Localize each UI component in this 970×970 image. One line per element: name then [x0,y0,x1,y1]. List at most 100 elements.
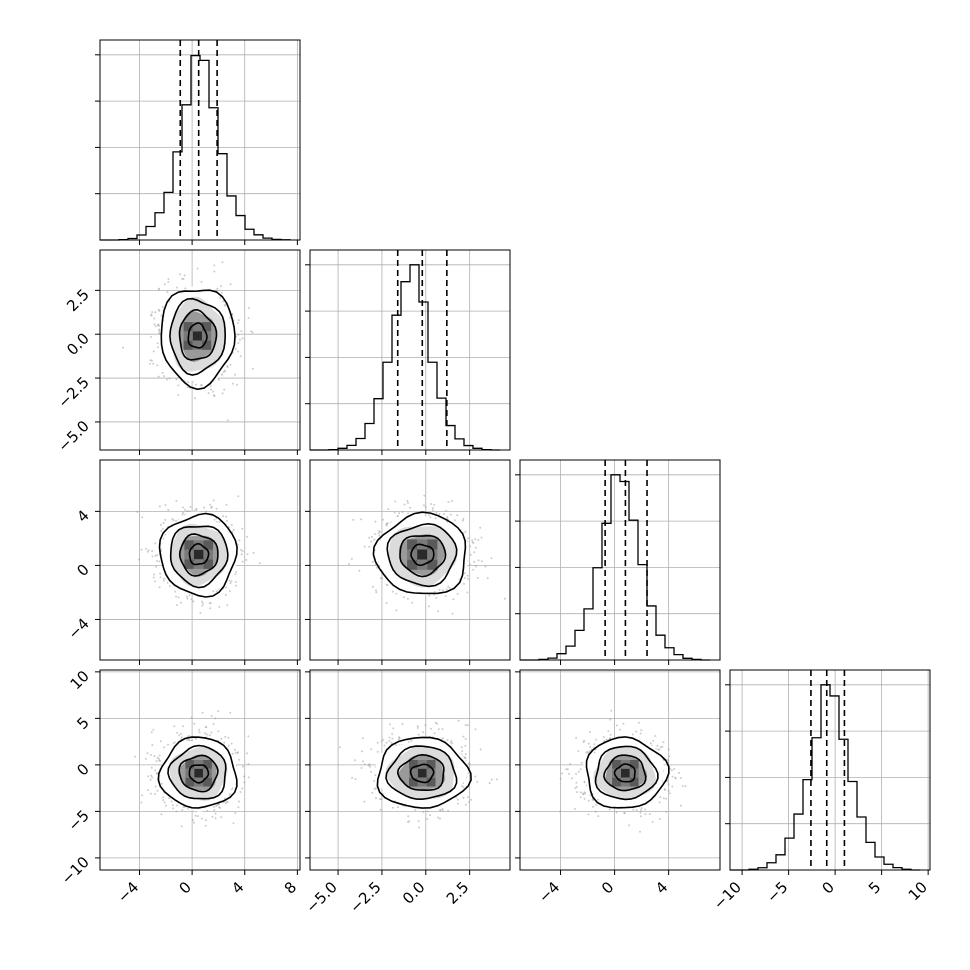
scatter-point [441,589,444,592]
x-tick-label: −4 [535,878,563,906]
contour-1 [399,534,447,578]
scatter-point [247,776,250,779]
panel-frame [729,669,931,871]
scatter-point [237,495,240,498]
scatter-point [193,509,196,512]
scatter-point [177,384,180,387]
scatter-point [371,585,374,588]
scatter-point [176,731,179,734]
scatter-point [216,287,219,290]
scatter-point [160,529,163,532]
scatter-point [175,378,178,381]
scatter-point [217,710,220,713]
scatter-point [172,519,175,522]
scatter-point [469,563,471,566]
scatter-point [472,542,475,544]
scatter-point [462,786,465,789]
scatter-point [615,724,618,727]
scatter-point [158,754,161,757]
scatter-point [398,736,401,739]
scatter-point [559,810,561,813]
scatter-point [370,535,373,538]
contour-1 [178,533,219,577]
scatter-point [246,535,249,538]
scatter-point [429,814,431,817]
scatter-point [239,791,242,793]
scatter-point [212,499,215,502]
scatter-point [159,523,162,526]
scatter-point [200,600,203,603]
scatter-point [495,778,498,781]
scatter-point [466,591,469,594]
scatter-point [212,590,215,593]
scatter-point [195,508,198,511]
scatter-point [380,740,383,743]
scatter-point [437,610,439,613]
scatter-point [209,607,212,610]
scatter-point [202,602,204,605]
scatter-point [193,722,196,725]
scatter-point [447,809,450,812]
scatter-point [575,785,578,788]
scatter-point [236,322,239,324]
scatter-point [200,281,203,283]
scatter-point [569,763,572,765]
scatter-point [198,731,201,734]
scatter-point [592,805,595,808]
scatter-point [671,785,674,788]
scatter-point [439,817,441,820]
contour-3 [376,736,472,809]
scatter-point [456,798,459,801]
x-tick-label: −5.0 [302,878,340,916]
scatter-point [446,515,449,518]
scatter-point [385,741,388,744]
density-cell [427,539,438,550]
scatter-point [427,605,430,608]
contour-3 [157,736,238,809]
y-tick-label: 4 [73,506,92,525]
scatter-point [194,814,197,817]
panel-frame [309,669,511,871]
scatter-point [395,592,398,595]
scatter-point [583,797,586,800]
scatter-point [363,763,366,766]
scatter-point [679,777,682,780]
contour-3 [160,289,236,391]
scatter-point [574,787,577,790]
x-tick-label: 4 [652,878,671,897]
scatter-point [203,506,205,509]
scatter-point [474,538,477,541]
scatter-point [490,557,493,560]
scatter-point [234,812,237,814]
scatter-point [213,395,216,398]
scatter-point [160,782,163,785]
scatter-point [205,510,208,513]
contour-1 [178,308,218,361]
scatter-point [221,392,224,395]
scatter-point [217,378,220,381]
scatter-point [241,550,244,553]
scatter-point [433,503,436,506]
scatter-point [406,499,409,502]
scatter-point [447,585,450,588]
scatter-point [573,808,576,810]
x-tick-label: 5 [865,878,884,897]
scatter-point [247,307,250,310]
scatter-point [476,577,479,579]
scatter-point [422,810,425,813]
scatter-point [450,500,453,502]
scatter-point [157,287,160,290]
scatter-point [151,776,154,779]
scatter-point [461,750,464,753]
scatter-point [451,742,454,745]
scatter-point [175,499,178,502]
density-cell [203,777,212,787]
scatter-point [194,383,197,386]
contour-1 [178,754,219,793]
scatter-point [154,542,157,545]
scatter-point [158,560,161,563]
scatter-point [209,384,212,387]
scatter-panel-0-2 [99,459,301,661]
scatter-point [408,820,411,823]
